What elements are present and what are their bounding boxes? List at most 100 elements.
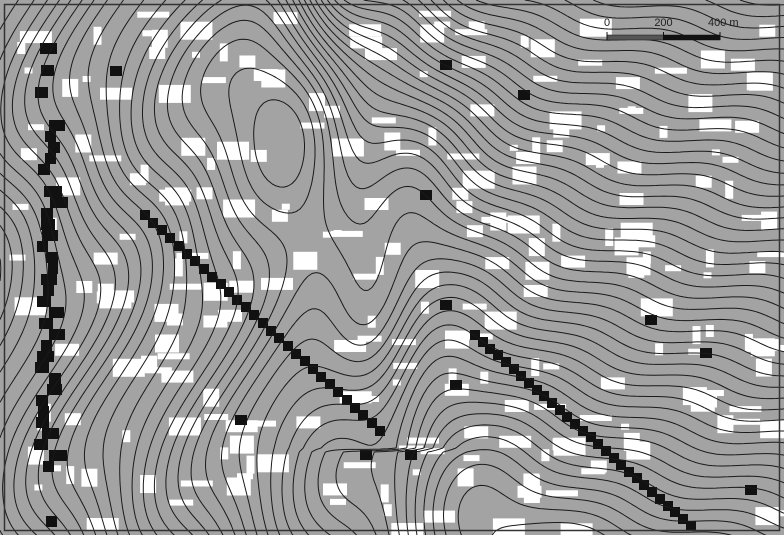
open-patch [706, 249, 714, 267]
scale-label: 0 [604, 17, 610, 29]
open-patch [760, 420, 784, 438]
open-patch [120, 234, 136, 240]
open-patch [660, 126, 668, 138]
open-patch [524, 475, 540, 487]
open-patch [53, 465, 61, 471]
open-patch [332, 139, 364, 157]
building [48, 263, 58, 274]
open-patch [463, 304, 487, 310]
open-patch [561, 523, 593, 535]
building [207, 272, 217, 282]
building [41, 65, 54, 76]
open-patch [493, 518, 525, 535]
open-patch [524, 285, 548, 297]
open-patch [355, 396, 379, 402]
building [745, 485, 757, 495]
building [358, 410, 368, 420]
open-patch [233, 251, 241, 269]
building [49, 329, 65, 340]
open-patch [227, 478, 251, 496]
open-patch [620, 193, 644, 205]
building [37, 351, 54, 362]
open-patch [699, 119, 731, 131]
open-patch [251, 150, 267, 162]
building [36, 395, 48, 406]
open-patch [261, 278, 293, 290]
open-patch [83, 76, 91, 82]
open-patch [485, 312, 517, 330]
open-patch [628, 260, 644, 278]
open-patch [293, 252, 317, 270]
scale-segment [664, 35, 721, 40]
open-patch [761, 212, 777, 230]
open-patch [525, 262, 549, 280]
open-patch [202, 77, 226, 83]
open-patch [372, 117, 396, 123]
open-patch [546, 490, 578, 496]
open-patch [34, 485, 42, 491]
open-patch [365, 198, 389, 210]
open-patch [94, 253, 118, 265]
open-patch [490, 213, 506, 231]
building [274, 333, 284, 343]
open-patch [759, 25, 775, 37]
open-patch [334, 230, 342, 236]
open-patch [529, 238, 545, 256]
building [46, 252, 58, 263]
scale-label: 400 m [708, 17, 739, 29]
building [41, 219, 55, 230]
building [41, 274, 57, 285]
open-patch [354, 274, 378, 280]
building [48, 142, 60, 153]
open-patch [531, 222, 539, 228]
open-patch [423, 511, 455, 523]
open-patch [731, 59, 755, 71]
open-patch [141, 165, 149, 183]
open-patch [20, 31, 52, 43]
open-patch [381, 484, 389, 502]
open-patch [169, 500, 193, 506]
building [46, 516, 57, 527]
open-patch [223, 200, 255, 218]
open-patch [696, 176, 712, 188]
open-patch [13, 204, 29, 210]
open-patch [480, 372, 488, 384]
open-patch [581, 468, 605, 474]
building [37, 241, 48, 252]
open-patch [239, 56, 255, 68]
open-patch [655, 68, 687, 74]
building [37, 296, 51, 307]
open-patch [616, 77, 640, 89]
building [316, 372, 326, 382]
open-patch [159, 85, 191, 103]
open-patch [17, 42, 25, 54]
open-patch [323, 483, 347, 495]
building [645, 315, 657, 325]
open-patch [237, 473, 253, 479]
open-patch [621, 424, 629, 430]
open-patch [282, 204, 290, 210]
building [35, 87, 48, 98]
open-patch [247, 456, 255, 474]
open-patch [393, 363, 417, 369]
open-patch [220, 43, 228, 61]
open-patch [458, 468, 474, 486]
building [165, 233, 175, 243]
open-patch [244, 421, 276, 427]
building [49, 450, 67, 461]
open-patch [81, 469, 97, 487]
open-patch [407, 438, 439, 444]
building [110, 66, 122, 76]
scale-label: 200 [654, 17, 672, 29]
open-patch [747, 72, 771, 90]
building [39, 318, 53, 329]
open-patch [547, 140, 563, 152]
open-patch [518, 486, 542, 498]
open-patch [100, 88, 132, 100]
open-patch [628, 106, 636, 112]
building [36, 417, 49, 428]
open-patch [170, 284, 202, 290]
open-patch [21, 148, 37, 160]
